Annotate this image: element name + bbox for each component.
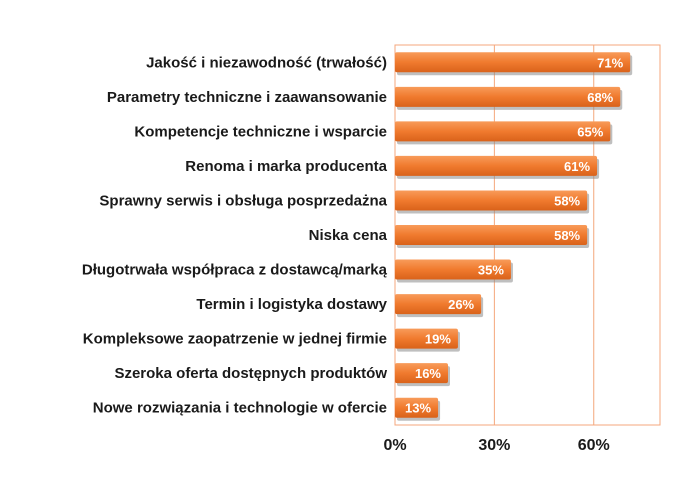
category-label: Parametry techniczne i zaawansowanie [107,89,387,106]
category-label: Nowe rozwiązania i technologie w ofercie [93,400,387,417]
bar [395,155,598,176]
bar-value-label: 58% [554,193,580,208]
bar-value-label: 68% [587,90,613,105]
category-labels: Jakość i niezawodność (trwałość) Parametr… [82,54,388,416]
category-label: Szeroka oferta dostępnych produktów [114,365,387,382]
bar-value-label: 71% [597,55,623,70]
bar-value-label: 16% [415,366,441,381]
value-labels: 71% 68% 65% 61% 58% 58% 35% 26% 19% 16% 13% [405,55,624,415]
category-label: Sprawny serwis i obsługa posprzedażna [99,192,387,209]
bar [395,363,448,384]
x-axis-ticks: 0% 30% 60% [383,437,609,454]
x-tick-label: 0% [383,437,406,454]
category-label: Jakość i niezawodność (trwałość) [146,54,387,71]
bars [395,52,633,421]
category-label: Renoma i marka producenta [185,158,387,175]
bar [395,225,588,245]
bar-value-label: 26% [448,297,474,312]
category-label: Niska cena [309,227,388,244]
x-tick-label: 30% [478,437,510,454]
bar [395,86,621,107]
category-label: Kompetencje techniczne i wsparcie [134,123,387,140]
x-tick-label: 60% [578,437,610,454]
bar-value-label: 61% [564,159,590,174]
bar [395,259,511,280]
bar [395,294,482,315]
bar-value-label: 19% [425,332,451,347]
category-label: Kompleksowe zaopatrzenie w jednej firmie [83,331,387,348]
category-label: Długotrwała współpraca z dostawcą/marką [82,262,388,279]
bar-value-label: 35% [478,263,504,278]
bar [395,121,611,142]
bar-value-label: 65% [577,124,603,139]
bar [395,397,439,418]
bar [395,328,458,349]
bar [395,190,588,211]
bar-value-label: 58% [554,228,580,243]
bar-value-label: 13% [405,401,431,416]
bar [395,52,631,73]
category-label: Termin i logistyka dostawy [196,296,387,313]
